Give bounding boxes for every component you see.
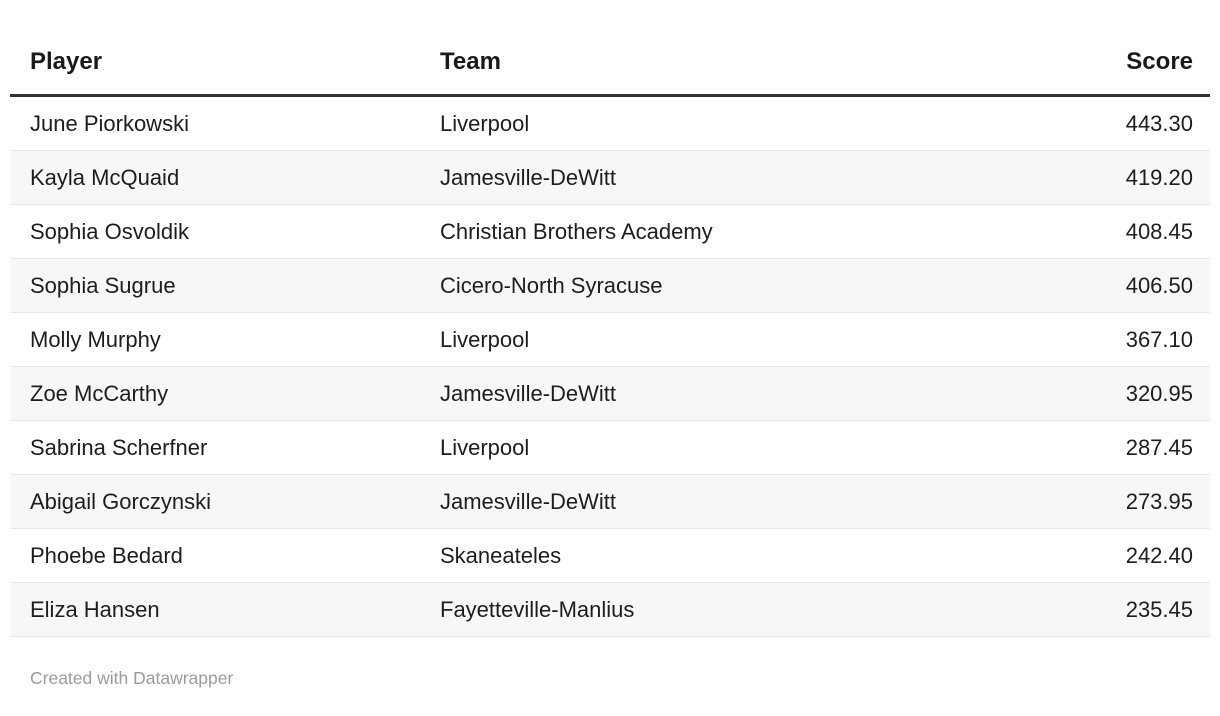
team-cell: Liverpool xyxy=(440,313,943,367)
player-cell: Eliza Hansen xyxy=(10,583,440,637)
score-cell: 235.45 xyxy=(943,583,1210,637)
player-cell: Sabrina Scherfner xyxy=(10,421,440,475)
table-body: June Piorkowski Liverpool 443.30 Kayla M… xyxy=(10,97,1210,637)
table-row: Eliza Hansen Fayetteville-Manlius 235.45 xyxy=(10,583,1210,637)
table-page: Player Team Score June Piorkowski Liverp… xyxy=(10,30,1210,688)
score-cell: 408.45 xyxy=(943,205,1210,259)
score-cell: 419.20 xyxy=(943,151,1210,205)
table-row: Abigail Gorczynski Jamesville-DeWitt 273… xyxy=(10,475,1210,529)
score-cell: 406.50 xyxy=(943,259,1210,313)
player-cell: Kayla McQuaid xyxy=(10,151,440,205)
score-cell: 287.45 xyxy=(943,421,1210,475)
team-cell: Skaneateles xyxy=(440,529,943,583)
header-row: Player Team Score xyxy=(10,30,1210,97)
table-row: Zoe McCarthy Jamesville-DeWitt 320.95 xyxy=(10,367,1210,421)
table-row: Sabrina Scherfner Liverpool 287.45 xyxy=(10,421,1210,475)
score-cell: 367.10 xyxy=(943,313,1210,367)
table-row: Sophia Osvoldik Christian Brothers Acade… xyxy=(10,205,1210,259)
column-header-score: Score xyxy=(943,30,1210,97)
player-cell: June Piorkowski xyxy=(10,97,440,151)
team-cell: Liverpool xyxy=(440,421,943,475)
team-cell: Fayetteville-Manlius xyxy=(440,583,943,637)
score-cell: 242.40 xyxy=(943,529,1210,583)
table-row: Kayla McQuaid Jamesville-DeWitt 419.20 xyxy=(10,151,1210,205)
player-cell: Zoe McCarthy xyxy=(10,367,440,421)
table-row: Molly Murphy Liverpool 367.10 xyxy=(10,313,1210,367)
table-row: June Piorkowski Liverpool 443.30 xyxy=(10,97,1210,151)
team-cell: Christian Brothers Academy xyxy=(440,205,943,259)
player-cell: Molly Murphy xyxy=(10,313,440,367)
column-header-player: Player xyxy=(10,30,440,97)
column-header-team: Team xyxy=(440,30,943,97)
table-row: Phoebe Bedard Skaneateles 242.40 xyxy=(10,529,1210,583)
player-cell: Sophia Sugrue xyxy=(10,259,440,313)
team-cell: Cicero-North Syracuse xyxy=(440,259,943,313)
score-table: Player Team Score June Piorkowski Liverp… xyxy=(10,30,1210,637)
player-cell: Sophia Osvoldik xyxy=(10,205,440,259)
score-cell: 443.30 xyxy=(943,97,1210,151)
player-cell: Abigail Gorczynski xyxy=(10,475,440,529)
datawrapper-credit-link[interactable]: Created with Datawrapper xyxy=(30,668,234,688)
score-cell: 320.95 xyxy=(943,367,1210,421)
team-cell: Liverpool xyxy=(440,97,943,151)
player-cell: Phoebe Bedard xyxy=(10,529,440,583)
team-cell: Jamesville-DeWitt xyxy=(440,367,943,421)
team-cell: Jamesville-DeWitt xyxy=(440,151,943,205)
score-cell: 273.95 xyxy=(943,475,1210,529)
team-cell: Jamesville-DeWitt xyxy=(440,475,943,529)
table-row: Sophia Sugrue Cicero-North Syracuse 406.… xyxy=(10,259,1210,313)
